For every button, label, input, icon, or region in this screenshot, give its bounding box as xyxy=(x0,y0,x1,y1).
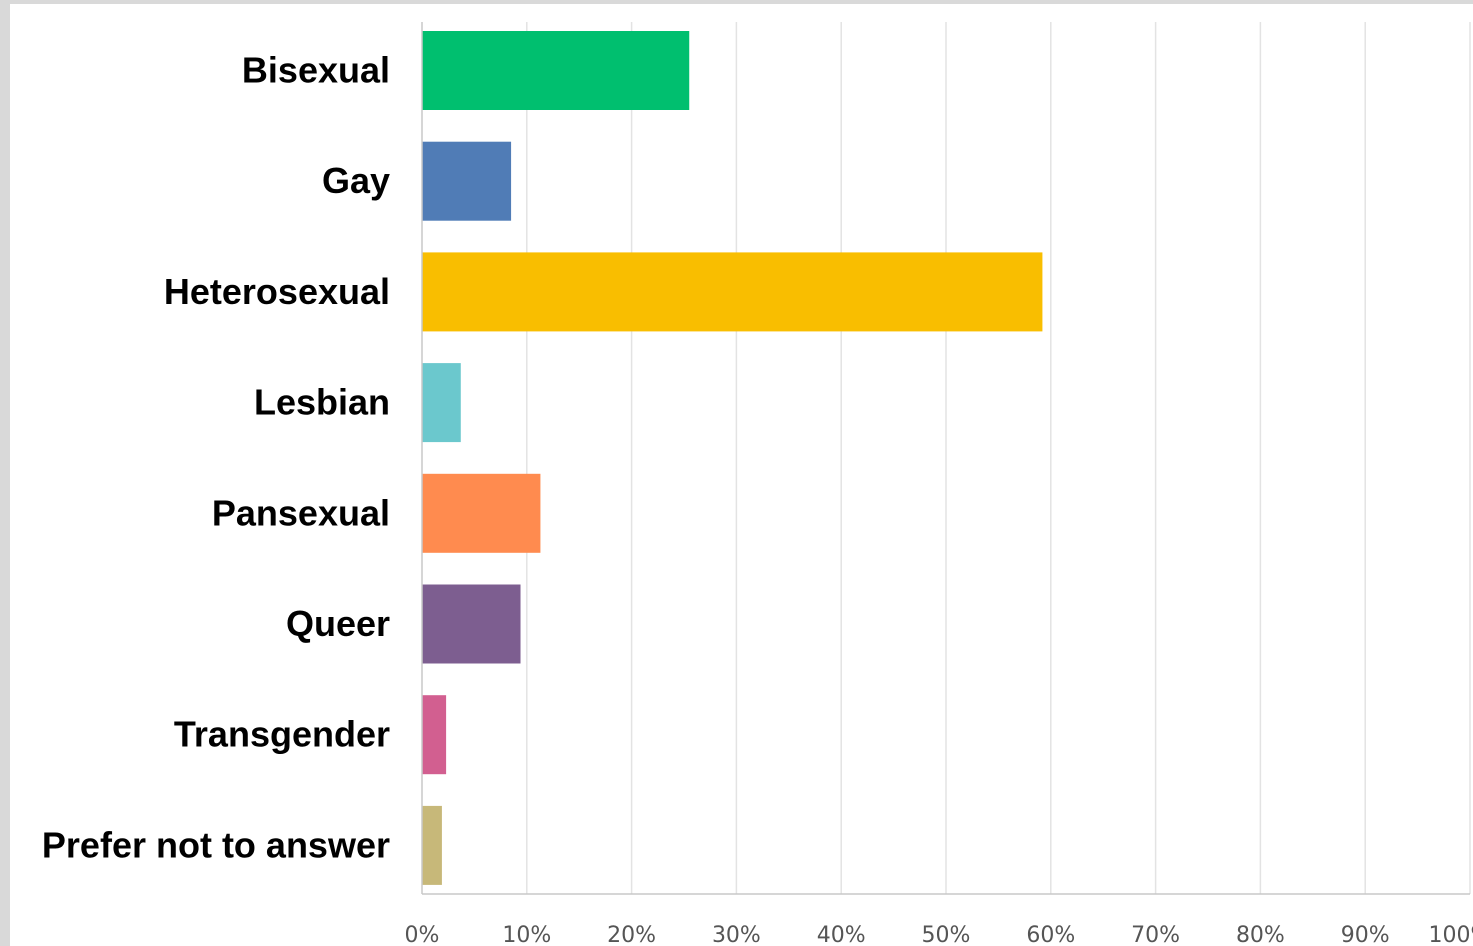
category-label-transgender: Transgender xyxy=(174,714,390,755)
category-label-lesbian: Lesbian xyxy=(254,382,390,423)
x-tick-label-10: 10% xyxy=(502,923,551,946)
bar-transgender xyxy=(422,695,447,775)
x-tick-label-60: 60% xyxy=(1026,923,1075,946)
bars xyxy=(422,31,1043,885)
category-label-gay: Gay xyxy=(322,160,390,201)
chart-panel: Bisexual Gay Heterosexual Lesbian Pansexual Q… xyxy=(10,4,1473,946)
category-label-bisexual: Bisexual xyxy=(242,50,390,91)
x-axis-ticks: 0% 10% 20% 30% 40% 50% 60% 70% 80% 90% 100% xyxy=(405,923,1473,946)
x-tick-label-70: 70% xyxy=(1131,923,1180,946)
bar-queer xyxy=(422,584,521,664)
x-tick-label-100: 100% xyxy=(1429,923,1473,946)
x-tick-label-20: 20% xyxy=(607,923,656,946)
x-tick-label-80: 80% xyxy=(1236,923,1285,946)
gridlines xyxy=(526,22,1471,894)
bar-prefer-not-to-answer xyxy=(422,805,442,885)
category-label-pansexual: Pansexual xyxy=(212,492,390,533)
x-tick-label-40: 40% xyxy=(817,923,866,946)
bar-heterosexual xyxy=(422,252,1043,332)
x-tick-label-50: 50% xyxy=(922,923,971,946)
x-tick-label-30: 30% xyxy=(712,923,761,946)
bar-chart: Bisexual Gay Heterosexual Lesbian Pansexual Q… xyxy=(42,22,1473,946)
bar-bisexual xyxy=(422,31,690,110)
category-labels: Bisexual Gay Heterosexual Lesbian Pansexual Q… xyxy=(42,50,390,866)
category-label-prefer-not-to-answer: Prefer not to answer xyxy=(42,824,390,865)
category-label-queer: Queer xyxy=(286,603,390,644)
bar-pansexual xyxy=(422,473,541,553)
x-tick-label-0: 0% xyxy=(405,923,440,946)
category-label-heterosexual: Heterosexual xyxy=(164,271,390,312)
bar-lesbian xyxy=(422,363,461,443)
x-tick-label-90: 90% xyxy=(1341,923,1390,946)
bar-gay xyxy=(422,141,512,221)
